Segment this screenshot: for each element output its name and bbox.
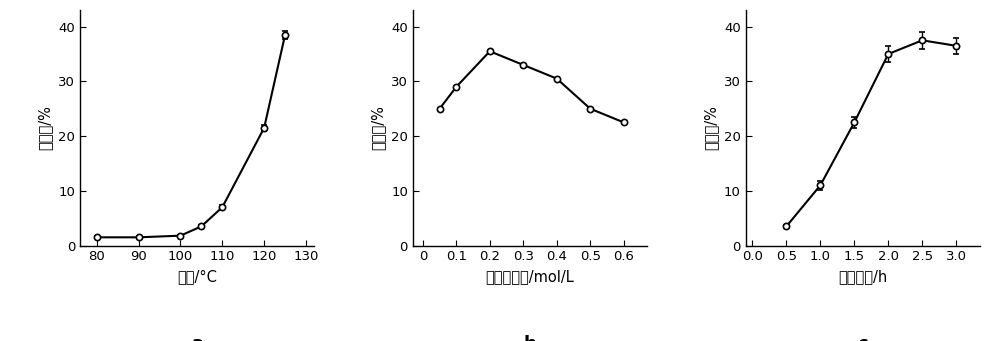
Text: b: b <box>524 335 536 341</box>
X-axis label: 反应时间/h: 反应时间/h <box>838 269 887 284</box>
Text: c: c <box>858 335 868 341</box>
X-axis label: 双氧水浓度/mol/L: 双氧水浓度/mol/L <box>486 269 574 284</box>
Y-axis label: 降解率/%: 降解率/% <box>371 105 386 150</box>
Text: a: a <box>191 335 203 341</box>
Y-axis label: 降解率/%: 降解率/% <box>38 105 53 150</box>
Y-axis label: 降解率/%: 降解率/% <box>703 105 718 150</box>
X-axis label: 温度/°C: 温度/°C <box>177 269 217 284</box>
